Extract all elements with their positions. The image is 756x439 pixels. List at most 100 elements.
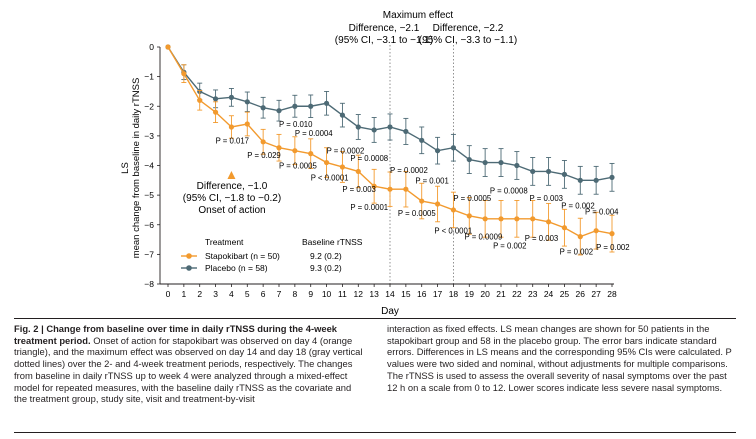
x-tick-label: 19 xyxy=(465,289,475,299)
p-value-label: P = 0.0002 xyxy=(327,147,365,156)
stapokibart-point xyxy=(419,198,425,204)
placebo-point xyxy=(371,127,377,133)
stapokibart-point xyxy=(323,159,330,166)
placebo-point xyxy=(260,105,266,111)
legend-placebo-label: Placebo (n = 58) xyxy=(205,263,268,273)
placebo-point xyxy=(561,171,568,177)
placebo-point xyxy=(482,159,488,166)
stapokibart-point xyxy=(466,213,472,219)
stapokibart-point xyxy=(514,216,520,222)
y-tick-label: −6 xyxy=(144,220,154,230)
legend-placebo-marker xyxy=(186,265,192,271)
x-tick-label: 26 xyxy=(576,289,586,299)
tick-labels: 0 1 2 3 4 5 6 7 8 9 10 11 12 13 14 15 16 17 18 19 20 21 22 23 24… xyxy=(144,42,617,299)
figure-caption-left: Fig. 2 | Change from baseline over time … xyxy=(14,323,366,405)
placebo-point xyxy=(403,128,409,135)
placebo-point xyxy=(450,145,457,151)
legend: Treatment Baseline rTNSS Stapokibart (n … xyxy=(181,237,363,273)
stapokibart-point xyxy=(577,234,583,240)
line-chart: 0 1 2 3 4 5 6 7 8 9 10 11 12 13 14 15 16 17 18 19 20 21 22 23 24… xyxy=(120,10,630,317)
p-value-label: P = 0.002 xyxy=(561,201,594,210)
placebo-point xyxy=(434,148,441,154)
p-value-label: P = 0.002 xyxy=(560,247,593,256)
y-tick-label: −5 xyxy=(144,190,154,200)
placebo-point xyxy=(593,177,599,183)
onset-diff-line2: (95% CI, −1.8 to −0.2) xyxy=(183,193,281,204)
stapokibart-point xyxy=(212,109,219,115)
p-value-labels: P = 0.017 P = 0.010 P = 0.029 P = 0.0004 P =… xyxy=(216,120,630,256)
y-tick-label: 0 xyxy=(149,42,154,52)
x-tick-label: 5 xyxy=(245,289,250,299)
placebo-point xyxy=(323,100,330,106)
stapokibart-point xyxy=(450,207,457,213)
legend-stapokibart-baseline: 9.2 (0.2) xyxy=(310,251,342,261)
figure-label: Fig. 2 | Change from baseline over time … xyxy=(14,323,338,346)
onset-diff-line1: Difference, −1.0 xyxy=(197,181,268,192)
placebo-point xyxy=(419,137,425,143)
stapokibart-point xyxy=(593,228,599,234)
axes xyxy=(157,46,614,287)
stapokibart-point xyxy=(244,121,250,127)
p-value-label: P = 0.029 xyxy=(247,151,280,160)
stapokibart-point xyxy=(545,219,552,225)
y-tick-label: −3 xyxy=(144,131,154,141)
caption-right-body: interaction as fixed effects. LS mean ch… xyxy=(387,323,732,393)
x-tick-label: 16 xyxy=(417,289,427,299)
x-tick-label: 25 xyxy=(560,289,570,299)
p-value-label: P = 0.003 xyxy=(530,194,563,203)
stapokibart-point xyxy=(482,216,488,222)
stapokibart-point xyxy=(355,168,361,175)
legend-baseline-header: Baseline rTNSS xyxy=(302,237,363,247)
x-tick-label: 2 xyxy=(197,289,202,299)
stapokibart-point xyxy=(498,216,504,222)
p-value-label: P = 0.002 xyxy=(596,243,629,252)
diff-day18-line1: Difference, −2.2 xyxy=(433,23,504,34)
stapokibart-point xyxy=(197,97,203,103)
x-tick-label: 27 xyxy=(591,289,601,299)
x-tick-label: 24 xyxy=(544,289,554,299)
bottom-rule xyxy=(14,432,736,433)
reference-lines xyxy=(389,45,454,284)
p-value-label: P = 0.0008 xyxy=(350,154,388,163)
placebo-point xyxy=(339,112,346,118)
y-tick-label: −2 xyxy=(144,101,154,111)
legend-treatment-header: Treatment xyxy=(205,237,244,247)
onset-of-action-triangle xyxy=(227,171,236,179)
p-value-label: P = 0.017 xyxy=(216,136,249,145)
p-value-label: P = 0.0001 xyxy=(350,203,388,212)
stapokibart-point xyxy=(387,186,393,192)
x-tick-label: 21 xyxy=(496,289,506,299)
x-tick-label: 22 xyxy=(512,289,522,299)
p-value-label: P = 0.003 xyxy=(342,185,375,194)
placebo-point xyxy=(498,159,504,166)
x-tick-label: 18 xyxy=(449,289,459,299)
placebo-point xyxy=(276,108,282,114)
stapokibart-point xyxy=(434,201,441,207)
placebo-point xyxy=(387,124,393,130)
stapokibart-point xyxy=(609,231,615,237)
p-value-label: P = 0.0005 xyxy=(453,194,491,203)
stapokibart-point xyxy=(561,225,568,231)
x-tick-label: 14 xyxy=(385,289,395,299)
legend-stapokibart-label: Stapokibart (n = 50) xyxy=(205,251,280,261)
placebo-point xyxy=(292,103,298,109)
p-value-label: P = 0.004 xyxy=(585,207,619,216)
stapokibart-point xyxy=(181,71,187,77)
p-value-label: P = 0.003 xyxy=(525,234,558,243)
p-value-label: P = 0.0005 xyxy=(279,161,317,170)
top-rule xyxy=(14,318,736,319)
onset-of-action-label: Onset of action xyxy=(198,205,265,216)
placebo-point xyxy=(308,103,314,109)
legend-stapokibart-marker xyxy=(186,253,192,259)
placebo-point xyxy=(609,174,615,180)
p-value-label: P = 0.002 xyxy=(493,241,526,250)
x-tick-label: 1 xyxy=(181,289,186,299)
placebo-point xyxy=(514,162,520,169)
placebo-point xyxy=(466,156,472,163)
p-value-label: P = 0.0008 xyxy=(490,187,528,196)
caption-left-body: Onset of action for stapokibart was obse… xyxy=(14,334,363,405)
p-value-label: P = 0.001 xyxy=(415,176,448,185)
x-tick-label: 9 xyxy=(308,289,313,299)
x-tick-label: 6 xyxy=(261,289,266,299)
stapokibart-point xyxy=(403,186,409,192)
